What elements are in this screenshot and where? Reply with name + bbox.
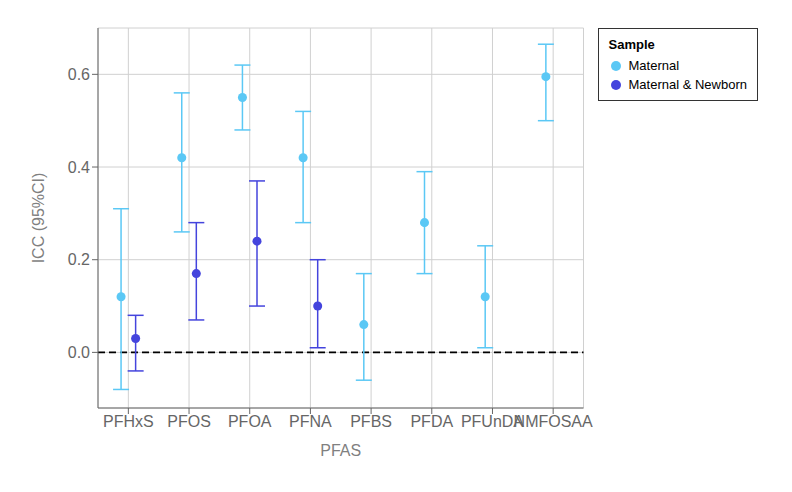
svg-text:0.4: 0.4: [68, 159, 90, 176]
svg-text:0.6: 0.6: [68, 66, 90, 83]
svg-text:0.0: 0.0: [68, 344, 90, 361]
html-text:Maternal: Maternal: [628, 58, 680, 73]
svg-text:PFOS: PFOS: [167, 413, 211, 430]
html-text:Maternal & Newborn: Maternal & Newborn: [628, 77, 747, 92]
svg-text:PFNA: PFNA: [289, 413, 332, 430]
svg-text:ICC (95%CI): ICC (95%CI): [30, 173, 47, 264]
svg-text:PFBS: PFBS: [350, 413, 392, 430]
svg-text:0.2: 0.2: [68, 251, 90, 268]
svg-text:PFDA: PFDA: [410, 413, 453, 430]
svg-text:PFUnDA: PFUnDA: [460, 413, 524, 431]
svg-text:PFHxS: PFHxS: [103, 413, 154, 430]
svg-text:PFAS: PFAS: [320, 442, 361, 459]
svg-text:NMFOSAA: NMFOSAA: [514, 413, 593, 430]
svg-text:PFOA: PFOA: [228, 413, 272, 430]
html-text:Sample: Sample: [608, 37, 655, 52]
